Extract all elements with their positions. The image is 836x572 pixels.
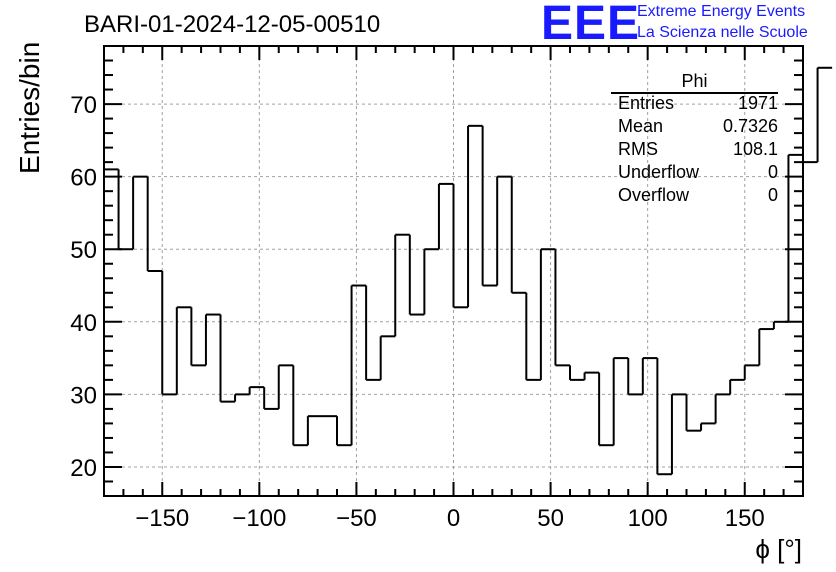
stats-row-entries: Entries 1971 xyxy=(618,93,778,115)
x-tick-label: 150 xyxy=(725,505,765,532)
stats-value: 108.1 xyxy=(732,139,778,159)
chart-title: BARI-01-2024-12-05-00510 xyxy=(84,11,381,38)
stats-box: Phi Entries 1971 Mean 0.7326 RMS 108.1 U… xyxy=(611,70,778,210)
x-tick-label: 100 xyxy=(628,505,668,532)
x-tick-label: −150 xyxy=(135,505,189,532)
x-tick-label: 0 xyxy=(447,505,460,532)
stats-label: RMS xyxy=(618,139,658,159)
y-tick-label: 30 xyxy=(70,382,97,409)
stats-row-overflow: Overflow 0 xyxy=(618,185,778,207)
x-tick-label: −100 xyxy=(232,505,286,532)
eee-logo: EEE xyxy=(541,0,641,50)
stats-value: 0 xyxy=(767,185,778,205)
stats-label: Overflow xyxy=(618,185,690,205)
stats-title: Phi xyxy=(611,70,778,94)
stats-value: 0 xyxy=(767,162,778,182)
y-tick-label: 40 xyxy=(70,310,97,337)
stats-label: Underflow xyxy=(618,162,700,182)
stats-value: 1971 xyxy=(737,93,778,113)
histogram-series xyxy=(104,66,833,476)
y-tick-label: 60 xyxy=(70,165,97,192)
y-tick-label: 50 xyxy=(70,237,97,264)
x-axis-label: ϕ [°] xyxy=(755,534,802,564)
stats-label: Mean xyxy=(618,116,664,136)
y-axis-label: Entries/bin xyxy=(14,41,45,174)
grid-lines xyxy=(104,46,803,496)
stats-label: Entries xyxy=(618,93,675,113)
logo-line-1: Extreme Energy Events xyxy=(637,3,806,20)
stats-row-mean: Mean 0.7326 xyxy=(618,116,778,138)
axis-ticks xyxy=(104,46,803,496)
stats-row-underflow: Underflow 0 xyxy=(618,162,778,184)
logo-line-2: La Scienza nelle Scuole xyxy=(637,24,808,41)
y-tick-label: 20 xyxy=(70,455,97,482)
stats-value: 0.7326 xyxy=(722,116,778,136)
tick-labels: −150 −100 −50 0 50 100 150 20 30 40 50 60 70 xyxy=(70,92,764,532)
x-tick-label: −50 xyxy=(336,505,377,532)
x-tick-label: 50 xyxy=(537,505,564,532)
stats-row-rms: RMS 108.1 xyxy=(618,139,778,161)
y-tick-label: 70 xyxy=(70,92,97,119)
